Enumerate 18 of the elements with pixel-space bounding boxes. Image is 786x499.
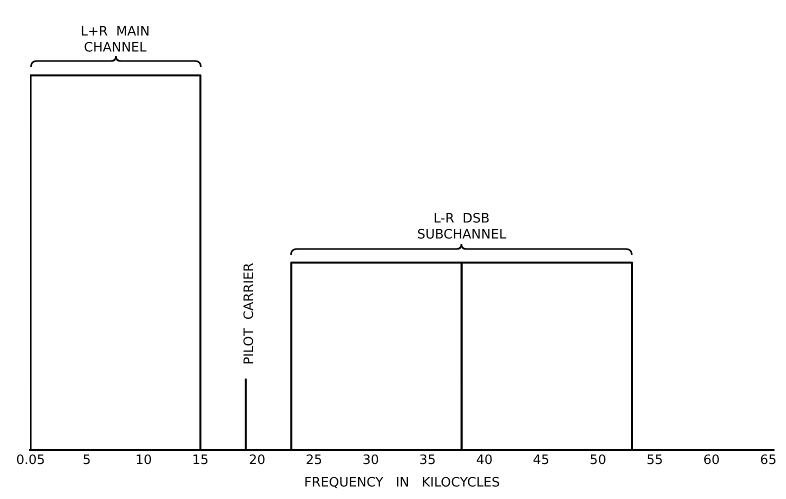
x-tick-label: 60 [703,452,720,468]
x-tick-label: 10 [135,452,152,468]
annotation: PILOT CARRIER [242,262,258,365]
x-tick-label: 15 [192,452,209,468]
x-tick-label: 30 [362,452,380,468]
x-axis-title: FREQUENCY IN KILOCYCLES [304,476,500,491]
x-tick-label: 5 [82,452,91,468]
x-tick-label: 50 [590,452,606,468]
x-tick-label: 65 [760,452,777,468]
x-tick-label: 25 [306,452,322,468]
x-tick-label: 20 [248,452,266,468]
x-tick-label: 40 [476,452,493,468]
x-tick-label: 35 [419,452,436,468]
x-tick-label: 45 [532,452,550,468]
x-tick-label: 0.05 [16,452,46,468]
annotation: L-R DSB SUBCHANNEL [417,212,507,243]
annotation: L+R MAIN CHANNEL [80,24,150,56]
x-tick-label: 55 [646,452,664,468]
